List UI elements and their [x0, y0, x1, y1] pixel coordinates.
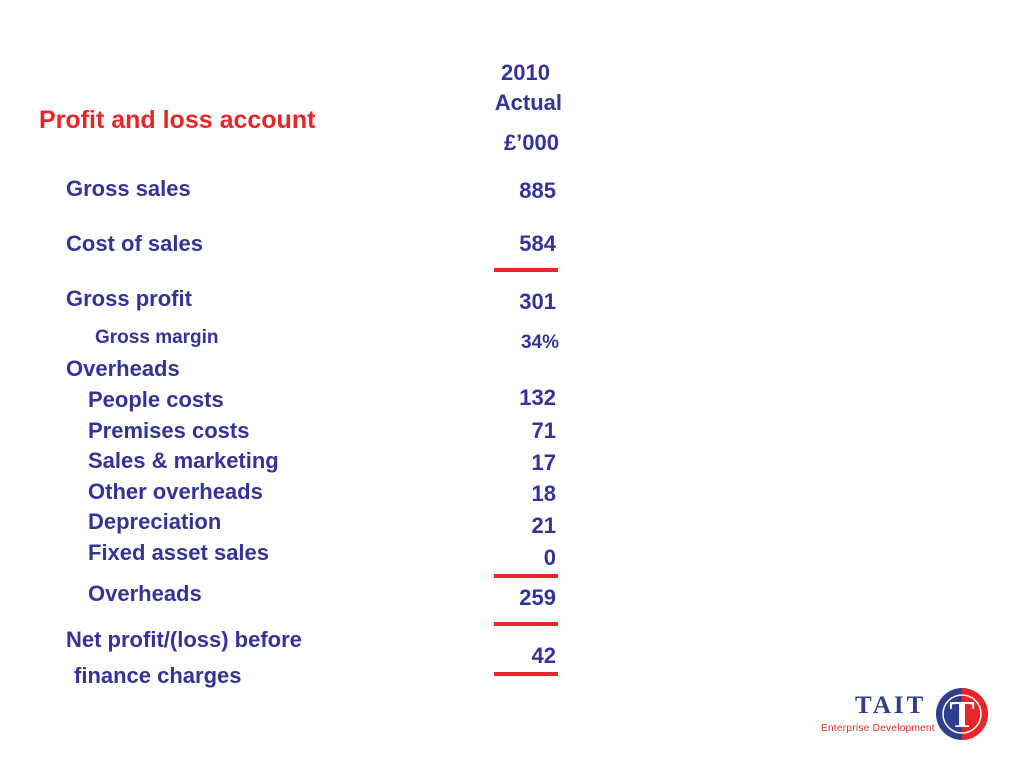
subtotal-rule-1 [494, 268, 558, 272]
column-header-unit: £’000 [503, 130, 559, 155]
row-value-other-overheads: 18 [531, 481, 556, 506]
subtotal-rule-3 [494, 622, 558, 626]
row-label-overheads-total: Overheads [88, 581, 202, 606]
row-value-gross-sales: 885 [519, 178, 556, 203]
row-value-net-profit: 42 [531, 643, 556, 668]
row-label-gross-profit: Gross profit [66, 286, 192, 311]
logo-name: TAIT [855, 692, 927, 719]
column-header-type: Actual [494, 90, 562, 115]
row-label-fixed-asset-sales: Fixed asset sales [88, 540, 270, 565]
row-label-depreciation: Depreciation [88, 509, 222, 534]
logo-mark-icon: T [934, 686, 990, 742]
row-value-gross-margin: 34% [520, 332, 559, 353]
row-value-cost-of-sales: 584 [519, 231, 556, 256]
column-header-year: 2010 [501, 60, 550, 85]
row-label-sales-marketing: Sales & marketing [88, 448, 279, 473]
subtotal-rule-2 [494, 574, 558, 578]
row-label-net-profit-line2: finance charges [74, 663, 242, 688]
page-title: Profit and loss account [39, 106, 316, 134]
row-label-cost-of-sales: Cost of sales [66, 231, 203, 256]
row-label-other-overheads: Other overheads [88, 479, 263, 504]
row-value-fixed-asset-sales: 0 [543, 545, 556, 570]
row-value-premises-costs: 71 [531, 418, 556, 443]
row-label-premises-costs: Premises costs [88, 418, 250, 443]
row-label-gross-sales: Gross sales [66, 176, 191, 201]
total-rule [494, 672, 558, 676]
row-label-gross-margin: Gross margin [95, 327, 219, 348]
row-value-people-costs: 132 [519, 385, 556, 410]
section-heading-overheads: Overheads [66, 356, 180, 381]
row-value-gross-profit: 301 [519, 289, 556, 314]
row-value-sales-marketing: 17 [531, 450, 556, 475]
row-value-depreciation: 21 [531, 513, 556, 538]
logo-tagline: Enterprise Development [821, 723, 935, 734]
logo-mark-letter: T [949, 694, 974, 736]
row-label-people-costs: People costs [88, 387, 224, 412]
row-value-overheads-total: 259 [519, 585, 556, 610]
row-label-net-profit-line1: Net profit/(loss) before [66, 627, 302, 652]
